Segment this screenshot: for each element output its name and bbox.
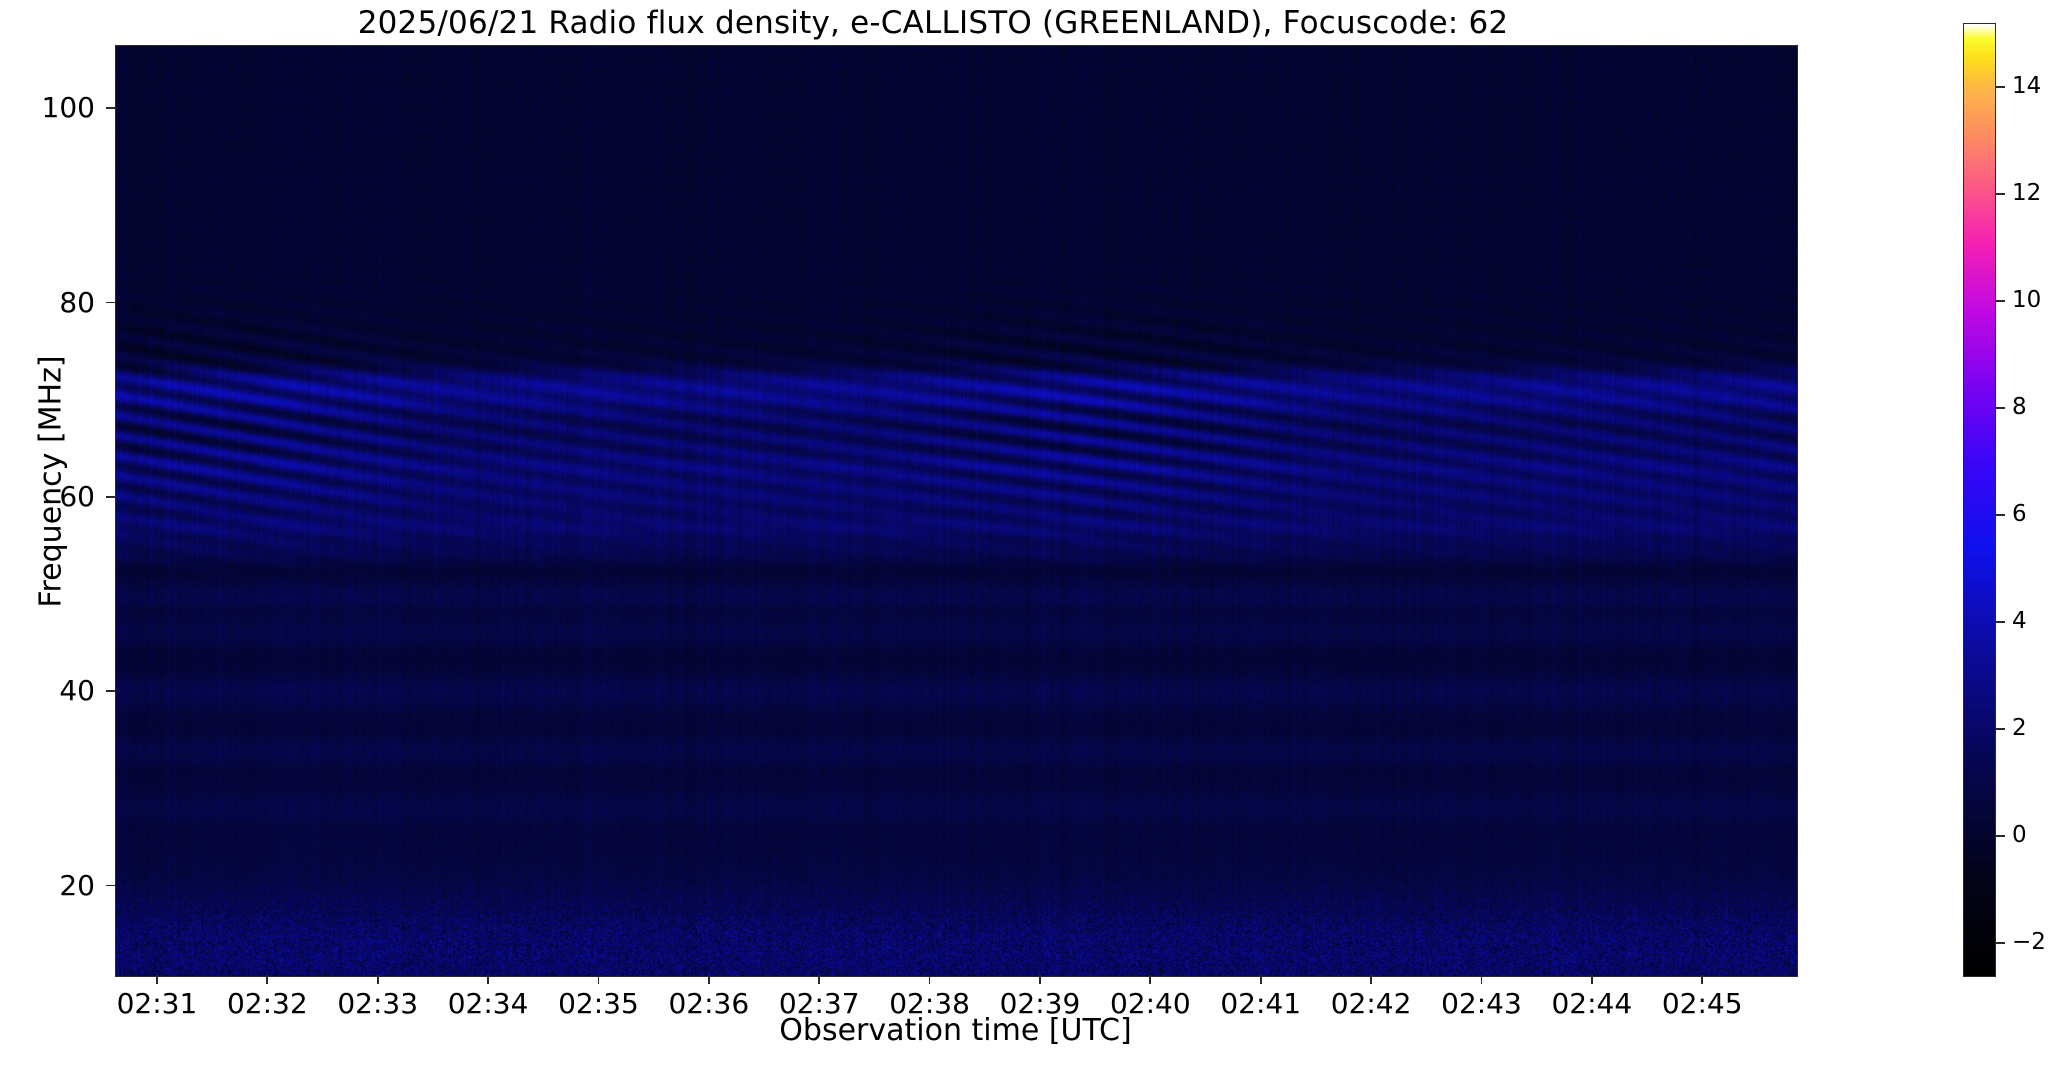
x-tick-mark [1039, 975, 1041, 984]
colorbar-tick-mark [1996, 621, 2005, 623]
x-tick-mark [1480, 975, 1483, 984]
x-tick-label: 02:44 [1551, 987, 1633, 1020]
x-tick-label: 02:31 [116, 987, 198, 1020]
colorbar-tick-label: 0 [2012, 821, 2027, 848]
y-tick-mark [106, 690, 115, 693]
figure-title: 2025/06/21 Radio flux density, e-CALLIST… [357, 5, 1509, 41]
y-tick-label: 80 [59, 285, 95, 319]
x-tick-label: 02:42 [1330, 987, 1412, 1020]
y-tick-label: 20 [59, 868, 95, 902]
y-tick-label: 40 [59, 674, 95, 708]
colorbar-tick-label: −2 [2012, 928, 2046, 955]
colorbar-gradient [1964, 24, 1995, 976]
x-tick-label: 02:43 [1441, 987, 1522, 1020]
x-tick-mark [1370, 975, 1372, 984]
x-tick-mark [266, 975, 269, 984]
colorbar [1963, 23, 1996, 977]
colorbar-tick-mark [1996, 407, 2005, 409]
y-tick-mark [106, 107, 115, 109]
x-tick-mark [1590, 975, 1593, 984]
colorbar-tick-mark [1996, 835, 2005, 837]
x-tick-label: 02:34 [447, 987, 529, 1020]
colorbar-tick-label: 10 [2012, 287, 2042, 314]
y-tick-mark [106, 496, 115, 498]
x-tick-mark [1149, 975, 1152, 984]
x-tick-mark [928, 975, 931, 984]
colorbar-tick-mark [1996, 942, 2005, 944]
x-tick-mark [376, 975, 379, 984]
colorbar-tick-label: 14 [2012, 73, 2042, 100]
colorbar-tick-mark [1996, 86, 2005, 89]
x-tick-mark [818, 975, 821, 984]
x-tick-mark [487, 975, 489, 984]
x-tick-label: 02:32 [226, 987, 308, 1020]
x-tick-label: 02:35 [558, 987, 639, 1020]
x-tick-mark [597, 975, 600, 984]
colorbar-tick-label: 4 [2012, 608, 2027, 634]
y-tick-mark [106, 884, 115, 887]
x-tick-label: 02:45 [1661, 987, 1743, 1020]
x-tick-mark [707, 975, 710, 984]
x-tick-label: 02:38 [889, 987, 970, 1020]
colorbar-tick-mark [1996, 193, 2005, 195]
colorbar-tick-mark [1996, 728, 2005, 730]
x-axis-label: Observation time [UTC] [779, 1013, 1132, 1048]
spectrogram-plot-area [115, 45, 1798, 977]
colorbar-tick-label: 2 [2012, 714, 2027, 741]
x-tick-mark [156, 975, 158, 984]
x-tick-label: 02:39 [999, 987, 1081, 1020]
colorbar-tick-mark [1996, 300, 2005, 302]
y-tick-label: 60 [59, 479, 95, 513]
x-tick-mark [1259, 975, 1262, 984]
x-tick-label: 02:33 [337, 987, 419, 1020]
spectrogram-image [116, 46, 1797, 976]
x-tick-label: 02:41 [1220, 987, 1302, 1020]
colorbar-tick-mark [1996, 514, 2005, 516]
x-tick-label: 02:36 [668, 987, 750, 1020]
colorbar-tick-label: 8 [2012, 394, 2027, 421]
colorbar-tick-label: 12 [2012, 180, 2042, 207]
x-tick-label: 02:37 [778, 987, 860, 1020]
y-tick-mark [106, 301, 115, 304]
colorbar-tick-label: 6 [2012, 501, 2027, 528]
y-tick-label: 100 [41, 91, 95, 125]
x-tick-label: 02:40 [1109, 987, 1191, 1020]
x-tick-mark [1701, 975, 1704, 984]
